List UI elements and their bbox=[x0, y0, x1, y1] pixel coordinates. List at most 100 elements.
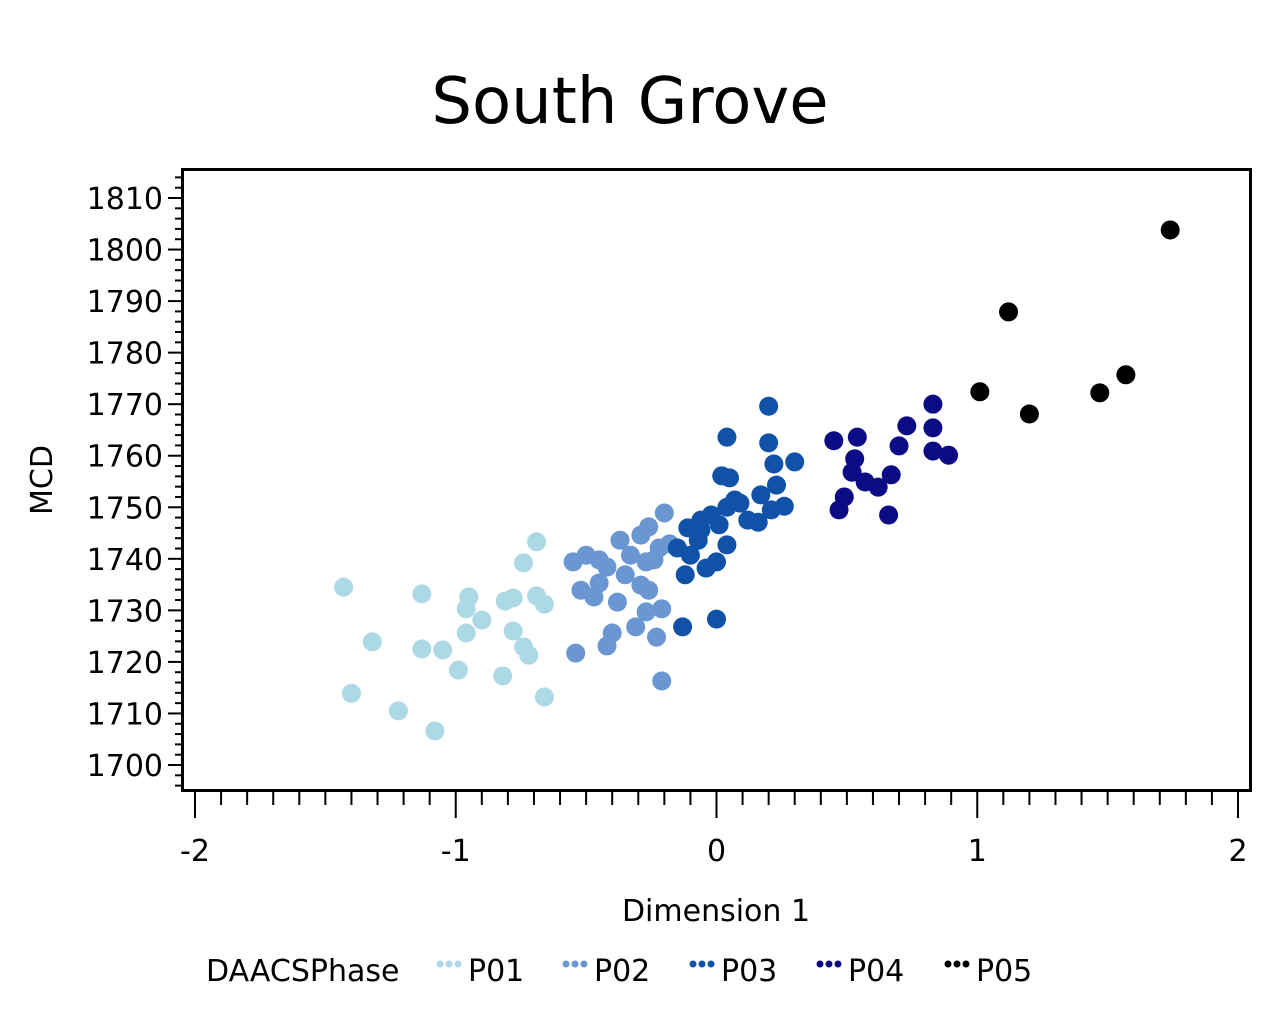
data-point-p03 bbox=[759, 433, 779, 453]
data-point-p01 bbox=[503, 621, 523, 641]
data-point-p05 bbox=[1160, 220, 1180, 240]
data-point-p01 bbox=[334, 577, 354, 597]
data-point-p01 bbox=[527, 532, 547, 552]
legend-marker-icon bbox=[580, 960, 588, 968]
data-point-p03 bbox=[759, 396, 779, 416]
data-point-p02 bbox=[589, 550, 609, 570]
data-point-p02 bbox=[602, 623, 622, 643]
data-point-p01 bbox=[459, 587, 479, 607]
y-tick-label: 1700 bbox=[87, 749, 163, 784]
y-tick-label: 1770 bbox=[87, 388, 163, 423]
data-point-p01 bbox=[519, 645, 539, 665]
data-point-p04 bbox=[868, 477, 888, 497]
x-axis: -2 -1 0 1 2 bbox=[180, 792, 1248, 869]
y-tick-label: 1720 bbox=[87, 646, 163, 681]
legend-marker-icon bbox=[825, 960, 833, 968]
legend-marker-icon bbox=[698, 960, 706, 968]
data-point-p02 bbox=[639, 580, 659, 600]
data-point-p05 bbox=[999, 302, 1019, 322]
data-point-p05 bbox=[1116, 365, 1136, 385]
data-point-p03 bbox=[709, 515, 729, 535]
data-point-p03 bbox=[785, 452, 805, 472]
y-tick-label: 1750 bbox=[87, 491, 163, 526]
data-point-p04 bbox=[939, 445, 959, 465]
y-tick-label: 1810 bbox=[87, 182, 163, 217]
legend-marker-icon bbox=[445, 960, 453, 968]
legend-marker-icon bbox=[944, 960, 952, 968]
y-tick-label: 1780 bbox=[87, 337, 163, 372]
data-point-p01 bbox=[472, 610, 492, 630]
data-point-p01 bbox=[456, 623, 476, 643]
data-point-p03 bbox=[764, 454, 784, 474]
x-tick-label: 0 bbox=[707, 834, 726, 869]
legend-marker-icon bbox=[689, 960, 697, 968]
data-point-p02 bbox=[631, 525, 651, 545]
data-point-p03 bbox=[766, 475, 786, 495]
data-point-p05 bbox=[1090, 383, 1110, 403]
data-point-p02 bbox=[626, 617, 646, 637]
data-point-p02 bbox=[649, 538, 669, 558]
data-point-p04 bbox=[923, 441, 943, 461]
x-tick-label: 2 bbox=[1228, 834, 1247, 869]
data-point-p01 bbox=[448, 660, 468, 680]
y-tick-label: 1760 bbox=[87, 440, 163, 475]
data-point-p03 bbox=[725, 490, 745, 510]
data-point-p03 bbox=[720, 468, 740, 488]
data-point-p03 bbox=[707, 609, 726, 629]
y-axis: 1700 1710 1720 1730 1740 1750 1760 1770 1780 1790… bbox=[87, 176, 181, 787]
legend-label: P05 bbox=[976, 954, 1032, 989]
data-point-p02 bbox=[571, 580, 591, 600]
data-point-p01 bbox=[433, 640, 453, 660]
legend-item-p05: P05 bbox=[944, 954, 1032, 989]
x-axis-label: Dimension 1 bbox=[622, 894, 810, 929]
data-point-p02 bbox=[615, 565, 635, 585]
legend-label: P04 bbox=[848, 954, 904, 989]
y-tick-label: 1790 bbox=[87, 285, 163, 320]
legend-marker-icon bbox=[962, 960, 970, 968]
legend-item-p03: P03 bbox=[689, 954, 777, 989]
legend-marker-icon bbox=[562, 960, 570, 968]
data-point-p01 bbox=[514, 553, 534, 573]
legend-item-p02: P02 bbox=[562, 954, 650, 989]
data-point-p04 bbox=[829, 500, 849, 520]
data-point-p01 bbox=[534, 594, 554, 614]
y-tick-label: 1730 bbox=[87, 594, 163, 629]
data-point-p02 bbox=[607, 592, 627, 612]
legend-marker-icon bbox=[816, 960, 824, 968]
data-point-p04 bbox=[897, 416, 917, 436]
data-point-p01 bbox=[493, 666, 513, 686]
data-point-p01 bbox=[412, 639, 432, 659]
x-tick-label: -2 bbox=[180, 834, 210, 869]
legend-item-p01: P01 bbox=[436, 954, 524, 989]
data-point-p01 bbox=[534, 687, 554, 707]
data-point-p03 bbox=[751, 485, 771, 505]
legend-marker-icon bbox=[571, 960, 579, 968]
data-point-p03 bbox=[748, 512, 768, 532]
data-point-p02 bbox=[647, 627, 667, 647]
legend-label: P03 bbox=[721, 954, 777, 989]
data-point-p04 bbox=[842, 462, 862, 482]
legend-marker-icon bbox=[454, 960, 462, 968]
data-point-p05 bbox=[1019, 404, 1039, 424]
y-tick-label: 1800 bbox=[87, 234, 163, 269]
data-point-p03 bbox=[717, 535, 737, 555]
data-point-p04 bbox=[889, 436, 909, 456]
plot-frame bbox=[181, 168, 1252, 792]
legend-title: DAACSPhase bbox=[206, 954, 400, 989]
data-point-p04 bbox=[923, 394, 943, 414]
data-point-p03 bbox=[667, 538, 687, 558]
data-point-p02 bbox=[620, 545, 640, 565]
data-point-p03 bbox=[717, 427, 737, 447]
data-point-p03 bbox=[761, 500, 781, 520]
data-point-p03 bbox=[678, 518, 698, 538]
data-point-p03 bbox=[707, 552, 726, 572]
y-tick-label: 1710 bbox=[87, 697, 163, 732]
data-point-p04 bbox=[923, 418, 943, 438]
data-point-p01 bbox=[341, 683, 361, 703]
legend-marker-icon bbox=[834, 960, 842, 968]
y-tick-label: 1740 bbox=[87, 543, 163, 578]
data-point-p04 bbox=[881, 465, 901, 485]
y-axis-label: MCD bbox=[25, 445, 60, 515]
data-point-p03 bbox=[673, 617, 693, 637]
data-point-p02 bbox=[652, 599, 672, 619]
